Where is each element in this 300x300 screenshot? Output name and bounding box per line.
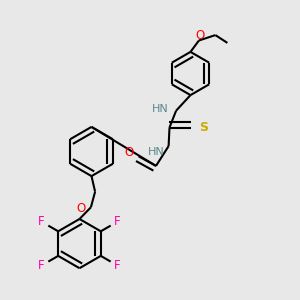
Text: O: O (76, 202, 86, 215)
Text: O: O (195, 29, 204, 42)
Text: HN: HN (152, 104, 169, 115)
Text: F: F (114, 215, 121, 228)
Text: F: F (114, 259, 121, 272)
Text: O: O (124, 146, 133, 159)
Text: F: F (38, 215, 45, 228)
Text: S: S (199, 121, 208, 134)
Text: HN: HN (148, 146, 165, 157)
Text: F: F (38, 259, 45, 272)
